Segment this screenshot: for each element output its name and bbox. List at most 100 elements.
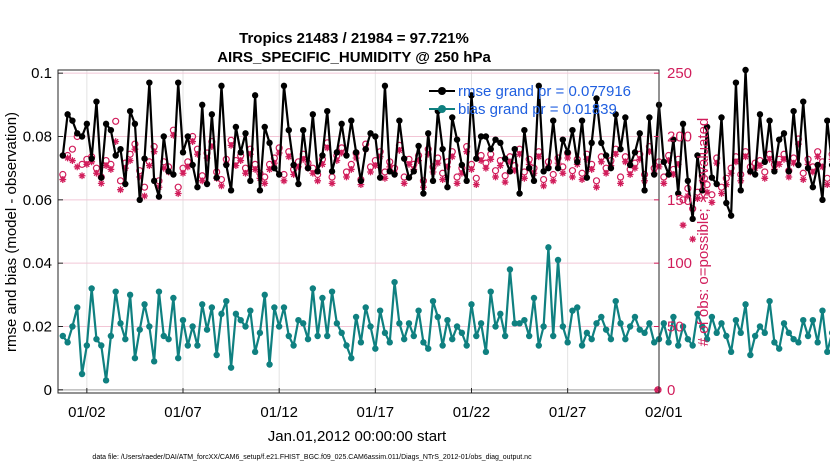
rmse-point xyxy=(742,66,749,74)
obs_evaluated-point xyxy=(367,168,374,176)
rmse-point xyxy=(218,82,225,90)
obs_evaluated-point xyxy=(492,173,499,181)
rmse-point xyxy=(814,161,821,169)
rmse-point xyxy=(78,133,86,140)
obs_possible-point xyxy=(112,117,120,125)
rmse-point xyxy=(501,155,509,162)
rmse-point xyxy=(574,158,581,166)
obs_evaluated-point xyxy=(160,164,168,172)
rmse-point xyxy=(362,145,369,153)
bias-point xyxy=(804,332,812,340)
x-tick-label: 01/22 xyxy=(453,404,491,421)
rmse-point xyxy=(477,133,485,140)
bias-point xyxy=(559,323,567,330)
rmse-point xyxy=(545,164,552,172)
obs_evaluated-point xyxy=(732,158,740,166)
obs_evaluated-point xyxy=(487,155,495,163)
obs_evaluated-point xyxy=(617,179,624,187)
bias-point xyxy=(718,320,725,327)
rmse-point xyxy=(213,174,220,181)
rmse-point xyxy=(74,130,81,137)
rmse-point xyxy=(665,171,672,178)
obs_evaluated-point xyxy=(208,143,216,151)
y2-tick-label: 100 xyxy=(667,255,692,272)
bias-point xyxy=(819,307,826,314)
bias-point xyxy=(189,323,196,330)
bias-point xyxy=(689,342,696,349)
obs_evaluated-point xyxy=(112,138,120,145)
obs_evaluated-point xyxy=(694,195,701,202)
obs_evaluated-point xyxy=(83,160,91,168)
rmse-point xyxy=(309,111,317,118)
bias-series xyxy=(59,244,830,384)
rmse-point xyxy=(256,187,264,194)
bias-point xyxy=(223,297,230,305)
rmse-point xyxy=(64,111,71,118)
plot-area: 01/02 01/07 01/12 01/17 01/22 01/27 02/01 0 0.0… xyxy=(23,65,830,421)
bias-point xyxy=(785,329,793,337)
obs_evaluated-point xyxy=(237,157,245,164)
obs_evaluated-point xyxy=(198,177,206,185)
bias-point xyxy=(391,278,398,286)
obs_evaluated-point xyxy=(295,163,302,171)
obs_evaluated-point xyxy=(689,235,697,243)
bias-point xyxy=(646,320,653,327)
obs_evaluated-point xyxy=(73,163,81,171)
obs_evaluated-point xyxy=(785,173,793,181)
rmse-point xyxy=(612,111,619,118)
obs_evaluated-point xyxy=(299,155,307,163)
bias-point xyxy=(545,244,552,251)
obs_evaluated-point xyxy=(444,163,451,171)
rmse-point xyxy=(713,180,720,188)
bias-point xyxy=(199,301,206,308)
rmse-point xyxy=(271,164,278,172)
bias-point xyxy=(751,332,759,340)
rmse-point xyxy=(261,123,268,131)
bias-point xyxy=(525,332,533,340)
bias-point xyxy=(126,291,134,299)
rmse-point xyxy=(626,161,634,169)
obs_evaluated-point xyxy=(593,183,600,191)
rmse-point xyxy=(800,98,807,105)
rmse-point xyxy=(136,196,143,204)
obs_evaluated-point xyxy=(482,164,490,172)
x-tick-label: 01/27 xyxy=(549,404,587,421)
obs_evaluated-point xyxy=(280,177,288,185)
obs_evaluated-point xyxy=(511,167,519,175)
obs_evaluated-point xyxy=(64,154,72,162)
rmse-point xyxy=(550,117,557,124)
rmse-point xyxy=(98,174,105,181)
obs_evaluated-point xyxy=(59,176,67,183)
rmse-point xyxy=(679,120,687,128)
obs_evaluated-point xyxy=(713,159,721,167)
rmse-point xyxy=(165,168,172,175)
obs_evaluated-point xyxy=(626,171,634,178)
obs_evaluated-point xyxy=(145,162,153,170)
bias-point xyxy=(626,323,634,330)
rmse-point xyxy=(511,145,518,153)
rmse-point xyxy=(617,145,624,153)
rmse-point xyxy=(559,136,567,143)
y2-tick-label: 50 xyxy=(667,319,684,336)
rmse-point xyxy=(583,174,591,181)
bias-point xyxy=(699,323,706,330)
rmse-point xyxy=(718,114,725,121)
rmse-point xyxy=(670,136,677,143)
series-layer xyxy=(59,66,830,394)
rmse-point xyxy=(703,123,711,131)
bias-point xyxy=(675,342,682,349)
rmse-point xyxy=(280,82,288,90)
bias-point xyxy=(175,354,182,362)
bias-point xyxy=(641,329,648,337)
bias-point xyxy=(723,332,730,340)
obs_evaluated-point xyxy=(126,157,134,164)
bias-point xyxy=(237,316,244,324)
obs_evaluated-point xyxy=(275,149,283,157)
obs_evaluated-point xyxy=(261,179,269,187)
rmse-point xyxy=(59,152,67,159)
bias-point xyxy=(386,339,393,346)
obs_evaluated-point xyxy=(742,153,749,161)
rmse-point xyxy=(458,161,466,169)
y-tick-label: 0.06 xyxy=(23,192,52,209)
